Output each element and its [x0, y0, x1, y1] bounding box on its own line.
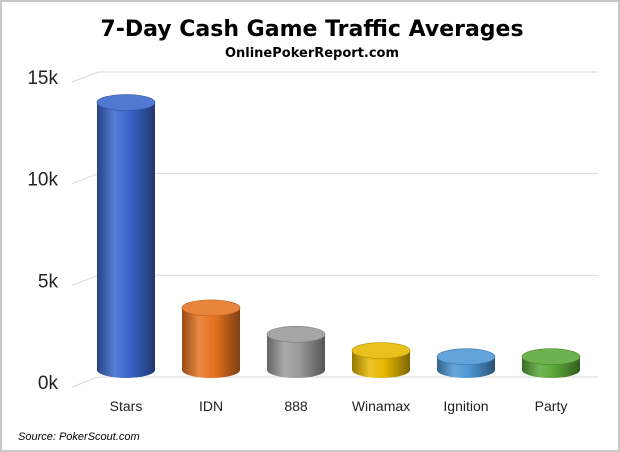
y-tick-label: 0k [38, 373, 59, 394]
y-tick-label: 15k [27, 68, 58, 89]
bar-idn [181, 299, 241, 378]
chart-title: 7-Day Cash Game Traffic Averages [100, 17, 523, 42]
gridline [71, 71, 598, 83]
bars [96, 94, 581, 378]
x-tick-label: Stars [110, 398, 143, 414]
x-tick-label: Party [535, 398, 568, 414]
gridline [71, 376, 598, 388]
bar-888 [266, 325, 326, 378]
x-tick-label: Ignition [443, 398, 488, 414]
x-tick-label: Winamax [352, 398, 410, 414]
x-axis: Stars IDN 888 Winamax Ignition Party [110, 398, 568, 414]
bar-stars [96, 94, 156, 378]
y-tick-label: 5k [38, 271, 59, 292]
y-axis: 0k 5k 10k 15k [27, 68, 58, 394]
x-tick-label: 888 [284, 398, 308, 414]
x-tick-label: IDN [199, 398, 223, 414]
chart-subtitle: OnlinePokerReport.com [225, 46, 399, 61]
y-tick-label: 10k [27, 170, 58, 191]
bar-winamax [351, 342, 411, 378]
source-note: Source: PokerScout.com [18, 431, 140, 443]
bar-ignition [436, 348, 496, 378]
bar-party [521, 348, 581, 378]
